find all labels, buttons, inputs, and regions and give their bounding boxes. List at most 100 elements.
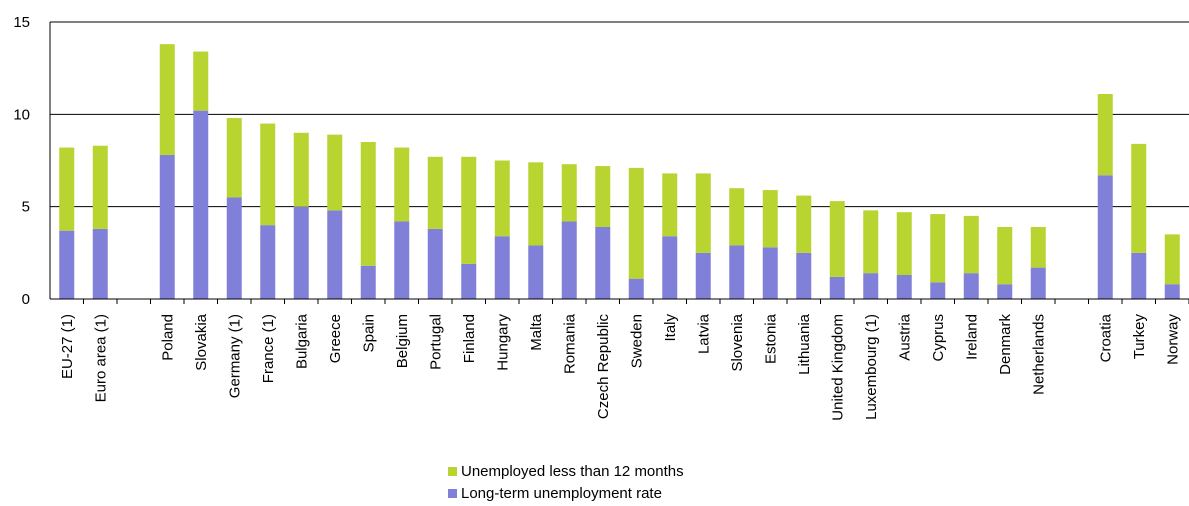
bar-long-term: [762, 247, 778, 299]
bar-short-term: [494, 160, 510, 237]
y-tick-label: 15: [13, 14, 30, 31]
bar-long-term: [796, 252, 812, 299]
category-label: Hungary: [494, 314, 511, 371]
category-label: Germany (1): [226, 314, 243, 398]
bar-long-term: [997, 284, 1013, 299]
bars: [59, 44, 1180, 299]
bar-short-term: [59, 147, 75, 231]
bar-long-term: [360, 265, 376, 299]
category-label: Malta: [528, 313, 545, 350]
bar-long-term: [327, 210, 343, 299]
bar-long-term: [930, 282, 946, 299]
category-label: France (1): [260, 314, 277, 383]
y-tick-labels: 0 5 10 15: [13, 14, 30, 308]
category-label: Spain: [360, 314, 377, 352]
bar-short-term: [695, 173, 711, 253]
bar-short-term: [796, 195, 812, 253]
bar-short-term: [1164, 234, 1180, 285]
bar-short-term: [92, 145, 108, 229]
bar-long-term: [662, 236, 678, 299]
y-tick-label: 10: [13, 106, 30, 123]
category-label: Poland: [159, 314, 176, 361]
bar-long-term: [829, 276, 845, 299]
bar-long-term: [628, 278, 644, 299]
category-label: Luxembourg (1): [863, 314, 880, 420]
axes: [49, 22, 1189, 304]
bar-long-term: [528, 245, 544, 299]
bar-long-term: [963, 273, 979, 299]
bar-long-term: [695, 252, 711, 299]
y-tick-label: 0: [22, 291, 30, 308]
legend: Unemployed less than 12 months Long-term…: [448, 460, 684, 504]
bar-long-term: [159, 154, 175, 299]
bar-short-term: [729, 188, 745, 246]
bar-short-term: [528, 162, 544, 246]
category-label: Slovakia: [193, 313, 210, 370]
category-label: United Kingdom: [829, 314, 846, 421]
category-label: Finland: [461, 314, 478, 363]
bar-short-term: [226, 118, 242, 198]
bar-short-term: [1030, 226, 1046, 268]
bar-long-term: [561, 221, 577, 299]
category-label: Portugal: [427, 314, 444, 370]
bar-short-term: [427, 156, 443, 229]
category-label: EU-27 (1): [59, 314, 76, 379]
bar-short-term: [595, 166, 611, 227]
bar-short-term: [829, 201, 845, 277]
bar-long-term: [1164, 284, 1180, 299]
category-label: Romania: [561, 313, 578, 374]
category-label: Bulgaria: [293, 313, 310, 369]
bar-short-term: [327, 134, 343, 211]
bar-short-term: [863, 210, 879, 274]
bar-short-term: [193, 51, 209, 111]
bar-short-term: [293, 132, 309, 207]
category-labels: EU-27 (1) Euro area (1) Poland Slovakia Germ…: [59, 313, 1182, 420]
bar-short-term: [662, 173, 678, 237]
bar-long-term: [293, 206, 309, 299]
legend-swatch-short-term: [448, 466, 457, 476]
bar-short-term: [159, 44, 175, 155]
bar-long-term: [896, 274, 912, 299]
bar-short-term: [896, 212, 912, 275]
category-label: Euro area (1): [92, 314, 109, 402]
bar-long-term: [494, 236, 510, 299]
y-tick-label: 5: [22, 199, 30, 216]
bar-long-term: [1131, 252, 1147, 299]
bar-short-term: [360, 142, 376, 266]
bar-long-term: [427, 228, 443, 299]
bar-long-term: [59, 230, 75, 299]
bar-long-term: [729, 245, 745, 299]
legend-swatch-long-term: [448, 488, 457, 498]
category-label: Latvia: [695, 313, 712, 354]
bar-long-term: [595, 226, 611, 299]
category-label: Cyprus: [930, 314, 947, 362]
category-label: Slovenia: [729, 313, 746, 371]
category-label: Turkey: [1131, 314, 1148, 360]
gridlines: [50, 21, 1189, 208]
bar-long-term: [394, 221, 410, 299]
bar-short-term: [260, 123, 276, 226]
legend-label-long-term: Long-term unemployment rate: [461, 484, 662, 502]
category-label: Austria: [896, 313, 913, 360]
category-label: Denmark: [997, 314, 1014, 375]
category-label: Italy: [662, 314, 679, 342]
bar-long-term: [92, 228, 108, 299]
bar-long-term: [193, 110, 209, 299]
category-label: Netherlands: [1030, 314, 1047, 395]
bar-short-term: [762, 190, 778, 248]
bar-short-term: [1131, 143, 1147, 253]
bar-short-term: [561, 164, 577, 222]
bar-short-term: [963, 215, 979, 274]
legend-item-long-term: Long-term unemployment rate: [448, 482, 684, 504]
category-label: Ireland: [963, 314, 980, 360]
category-label: Greece: [327, 314, 344, 363]
bar-long-term: [226, 197, 242, 299]
bar-short-term: [461, 156, 477, 264]
category-label: Croatia: [1097, 313, 1114, 362]
bar-short-term: [930, 214, 946, 283]
bar-long-term: [863, 273, 879, 299]
bar-long-term: [461, 263, 477, 299]
category-label: Lithuania: [796, 313, 813, 375]
bar-long-term: [1097, 175, 1113, 299]
